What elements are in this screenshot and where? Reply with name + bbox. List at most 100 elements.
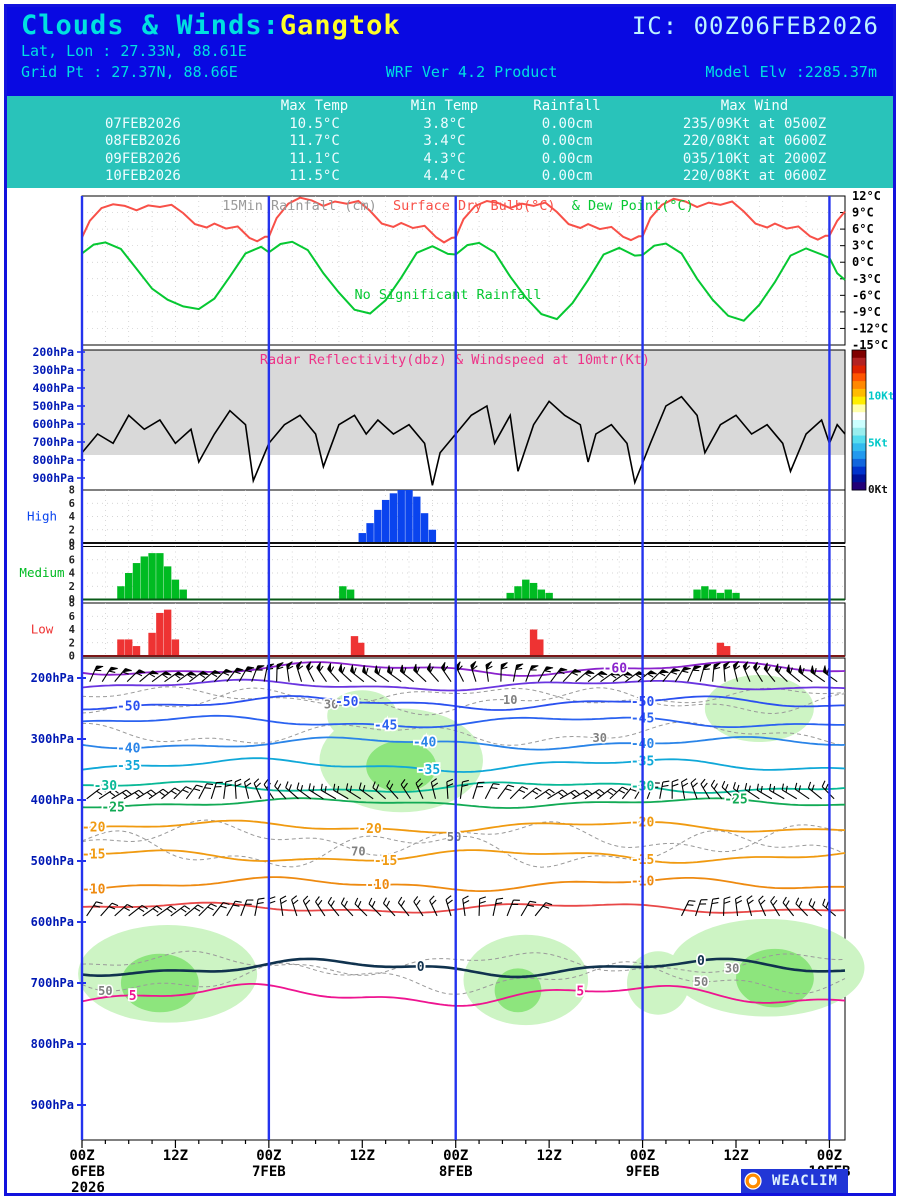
svg-text:8: 8: [69, 598, 75, 610]
page-title: Clouds & Winds:Gangtok: [21, 10, 401, 41]
svg-text:600hPa: 600hPa: [31, 915, 74, 929]
svg-text:30: 30: [324, 698, 338, 712]
svg-text:50: 50: [447, 830, 461, 844]
svg-text:0Kt: 0Kt: [868, 483, 888, 496]
svg-text:700hPa: 700hPa: [31, 976, 74, 990]
svg-text:-10: -10: [366, 878, 390, 893]
svg-text:30: 30: [593, 731, 607, 745]
svg-text:9°C: 9°C: [852, 206, 874, 220]
table-cell: 11.5°C: [289, 168, 340, 184]
svg-text:-15: -15: [374, 854, 397, 869]
table-cell: 10FEB2026: [105, 168, 181, 184]
svg-text:12Z: 12Z: [163, 1148, 188, 1164]
svg-text:-30: -30: [94, 779, 118, 794]
svg-text:00Z: 00Z: [69, 1148, 94, 1164]
svg-text:-35: -35: [117, 759, 140, 774]
table-header-row: Max Temp Min Temp Rainfall Max Wind: [7, 98, 893, 116]
svg-text:4: 4: [69, 511, 75, 523]
svg-text:-6°C: -6°C: [852, 288, 881, 302]
table-cell: 3.8°C: [423, 115, 466, 132]
table-cell: 4.4°C: [423, 168, 466, 184]
svg-text:00Z: 00Z: [256, 1148, 281, 1164]
table-cell: 09FEB2026: [105, 150, 181, 167]
svg-text:3°C: 3°C: [852, 239, 874, 253]
svg-text:-45: -45: [374, 719, 397, 734]
svg-text:8: 8: [69, 541, 75, 553]
station-name: Gangtok: [279, 10, 401, 41]
svg-text:-9°C: -9°C: [852, 305, 881, 319]
svg-text:00Z: 00Z: [817, 1148, 842, 1164]
svg-text:5Kt: 5Kt: [868, 436, 888, 449]
table-cell: 220/08Kt at 0600Z: [682, 168, 827, 184]
svg-text:900hPa: 900hPa: [32, 471, 74, 485]
table-header-cell: Rainfall: [533, 98, 601, 114]
svg-text:0: 0: [69, 651, 75, 663]
svg-text:200hPa: 200hPa: [32, 345, 74, 359]
svg-text:12°C: 12°C: [852, 189, 881, 203]
svg-text:10: 10: [503, 693, 517, 707]
svg-text:No Significant Rainfall: No Significant Rainfall: [355, 287, 542, 303]
svg-text:12Z: 12Z: [536, 1148, 561, 1164]
svg-text:12Z: 12Z: [350, 1148, 375, 1164]
svg-text:0: 0: [417, 960, 425, 975]
svg-text:2: 2: [69, 581, 75, 593]
svg-text:-40: -40: [117, 742, 141, 757]
svg-text:-3°C: -3°C: [852, 272, 881, 286]
svg-text:7FEB: 7FEB: [252, 1164, 286, 1180]
svg-text:-12°C: -12°C: [852, 321, 888, 335]
svg-text:15Min Rainfall (cm) Surface D: 15Min Rainfall (cm) Surface Dry Bulb(°C)…: [222, 198, 693, 214]
table-row: 10FEB2026 11.5°C 4.4°C 0.00cm 220/08Kt at 06…: [7, 168, 893, 186]
table-row: 07FEB2026 10.5°C 3.8°C 0.00cm 235/09Kt at 05…: [7, 116, 893, 134]
svg-text:00Z: 00Z: [630, 1148, 655, 1164]
svg-text:2: 2: [69, 524, 75, 536]
svg-text:-20: -20: [82, 821, 106, 836]
table-cell: 11.7°C: [289, 133, 340, 149]
panel-wind: 200hPa 300hPa 400hPa 500hPa 600hPa 700hPa 800h…: [32, 345, 894, 496]
svg-text:800hPa: 800hPa: [32, 453, 74, 467]
svg-text:900hPa: 900hPa: [31, 1098, 74, 1112]
svg-text:-40: -40: [413, 735, 437, 750]
table-header-cell: Min Temp: [410, 98, 479, 114]
svg-text:-35: -35: [417, 763, 440, 778]
table-cell: 08FEB2026: [105, 133, 181, 149]
table-header-cell: [7, 98, 247, 116]
svg-text:-10: -10: [82, 883, 106, 898]
table-cell: 0.00cm: [541, 133, 593, 149]
svg-text:High: High: [27, 509, 57, 524]
table-cell: 035/10Kt at 2000Z: [682, 150, 827, 167]
svg-text:50: 50: [694, 975, 708, 989]
init-condition: IC: 00Z06FEB2026: [631, 12, 879, 40]
svg-text:800hPa: 800hPa: [31, 1037, 74, 1051]
svg-text:00Z: 00Z: [443, 1148, 468, 1164]
svg-text:300hPa: 300hPa: [32, 363, 74, 377]
svg-text:9FEB: 9FEB: [626, 1164, 660, 1180]
svg-text:70: 70: [351, 844, 365, 858]
svg-text:4: 4: [69, 568, 75, 580]
svg-text:-25: -25: [724, 793, 747, 808]
svg-text:0: 0: [69, 594, 75, 606]
svg-text:500hPa: 500hPa: [31, 854, 74, 868]
header: Clouds & Winds:Gangtok IC: 00Z06FEB2026 …: [7, 7, 893, 96]
svg-text:0°C: 0°C: [852, 255, 874, 269]
svg-text:2026: 2026: [71, 1180, 105, 1196]
table-cell: 11.1°C: [289, 150, 340, 167]
product-version: WRF Ver 4.2 Product: [385, 63, 558, 81]
svg-text:6FEB: 6FEB: [71, 1164, 105, 1180]
summary-table: Max Temp Min Temp Rainfall Max Wind 07FE…: [7, 96, 893, 188]
svg-text:6: 6: [69, 554, 75, 566]
svg-text:600hPa: 600hPa: [32, 417, 74, 431]
svg-text:5: 5: [129, 989, 137, 1004]
svg-text:Medium: Medium: [19, 565, 64, 580]
svg-text:-25: -25: [101, 800, 124, 815]
weaclim-label: WEACLIM: [764, 1169, 848, 1193]
svg-text:30: 30: [725, 962, 739, 976]
svg-text:-50: -50: [117, 700, 141, 715]
svg-text:6°C: 6°C: [852, 222, 874, 236]
svg-text:6: 6: [69, 611, 75, 623]
svg-text:-15°C: -15°C: [852, 338, 888, 352]
meteogram-chart: 12°C 9°C 6°C 3°C 0°C -3°C -6°C -9°C -12°C -15°C 15…: [19, 189, 894, 1196]
svg-text:8: 8: [69, 485, 75, 497]
